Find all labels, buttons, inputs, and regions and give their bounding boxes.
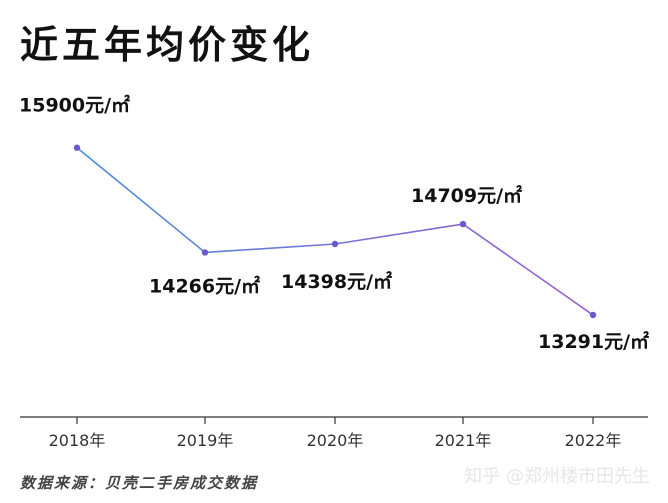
data-label-1: 15900元/㎡	[19, 94, 130, 117]
data-point-4	[459, 220, 467, 228]
data-point-3	[331, 240, 339, 248]
x-tick-label-5: 2022年	[565, 431, 622, 450]
x-tick-label-3: 2020年	[307, 431, 364, 450]
data-point-2	[201, 249, 209, 256]
data-label-3: 14398元/㎡	[281, 270, 392, 293]
data-source-note: 数据来源：贝壳二手房成交数据	[20, 474, 259, 492]
watermark: 知乎 @郑州楼市田先生	[464, 466, 650, 487]
chart-title: 近五年均价变化	[20, 22, 315, 67]
data-label-4: 14709元/㎡	[411, 184, 522, 207]
x-tick-label-1: 2018年	[49, 431, 106, 450]
data-point-5	[589, 311, 597, 319]
data-label-5: 13291元/㎡	[538, 330, 649, 353]
x-tick-label-2: 2019年	[177, 431, 234, 450]
data-point-1	[73, 144, 81, 151]
data-label-2: 14266元/㎡	[149, 274, 260, 297]
x-tick-label-4: 2021年	[435, 431, 492, 450]
